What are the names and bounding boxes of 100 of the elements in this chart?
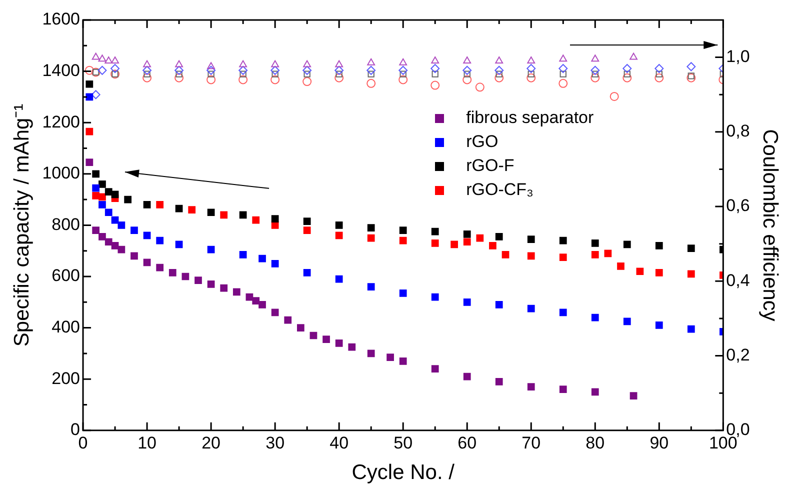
point: [604, 250, 612, 258]
point: [367, 224, 375, 232]
point: [431, 228, 439, 236]
x-axis-title: Cycle No. /: [352, 461, 455, 484]
point: [489, 242, 496, 250]
point: [687, 244, 695, 252]
point: [232, 288, 240, 296]
point: [207, 208, 215, 216]
point: [175, 240, 183, 248]
point: [111, 242, 119, 250]
point: [623, 318, 631, 326]
point: [239, 251, 247, 258]
point: [143, 232, 151, 240]
point: [258, 301, 266, 308]
point: [559, 236, 567, 244]
point: [630, 392, 638, 400]
point: [559, 254, 567, 261]
point: [98, 193, 106, 201]
point: [111, 190, 119, 198]
y-axis-title: Specific capacity / mAhg⁻¹: [10, 104, 34, 347]
point: [239, 211, 247, 219]
legend-label: fibrous separator: [466, 108, 594, 128]
point: [431, 293, 439, 301]
y2-tick-label: 0,2: [726, 345, 750, 364]
point: [527, 383, 535, 390]
point: [86, 80, 94, 88]
point: [399, 236, 407, 244]
point: [591, 388, 599, 396]
point: [335, 222, 343, 229]
point: [399, 226, 407, 234]
point: [303, 268, 311, 276]
point: [335, 275, 343, 283]
point: [367, 350, 375, 358]
point: [655, 322, 663, 329]
point: [252, 216, 260, 224]
point: [104, 238, 112, 246]
point: [156, 264, 164, 272]
point: [303, 218, 311, 226]
y-tick-label: 200: [52, 368, 80, 388]
legend-label: rGO-CF₃: [466, 180, 534, 200]
point: [92, 170, 100, 178]
y2-axis-title: Coulombic efficiency: [758, 129, 782, 322]
y-tick-label: 1600: [42, 10, 80, 29]
point: [687, 325, 695, 333]
point: [118, 222, 126, 229]
y2-tick-label: 0,8: [726, 122, 750, 141]
point: [687, 270, 695, 278]
point: [310, 332, 318, 340]
point: [367, 283, 375, 290]
y-tick-label: 0: [70, 420, 80, 440]
y-tick-label: 1000: [42, 164, 80, 183]
y-tick-label: 400: [52, 317, 80, 336]
point: [104, 208, 112, 216]
point: [655, 268, 663, 276]
point: [559, 308, 567, 316]
point: [92, 192, 100, 200]
point: [156, 201, 164, 208]
point: [399, 289, 407, 297]
point: [175, 204, 183, 212]
point: [118, 246, 126, 254]
legend-label: rGO: [466, 132, 498, 152]
point: [527, 304, 535, 312]
y-tick-label: 1400: [42, 60, 80, 80]
point: [271, 215, 279, 222]
point: [104, 188, 112, 196]
point: [111, 216, 119, 224]
point: [92, 184, 100, 192]
point: [98, 201, 106, 208]
point: [86, 158, 94, 166]
point: [143, 258, 151, 266]
point: [168, 268, 176, 276]
point: [130, 226, 138, 234]
point: [527, 252, 535, 260]
x-tick-label: 90: [650, 433, 669, 452]
y-tick-label: 800: [52, 214, 80, 234]
point: [98, 233, 106, 240]
x-tick-label: 40: [330, 433, 349, 452]
x-tick-label: 70: [522, 433, 541, 452]
point: [527, 236, 535, 243]
point: [591, 251, 599, 258]
y-tick-label: 1200: [42, 112, 80, 132]
point: [143, 201, 151, 208]
point: [450, 240, 458, 248]
x-tick-label: 10: [138, 433, 156, 452]
point: [463, 372, 471, 380]
legend-label: rGO-F: [466, 156, 514, 176]
point: [502, 251, 510, 258]
point: [495, 301, 503, 308]
y2-tick-label: 0,6: [726, 196, 750, 216]
point: [367, 234, 375, 242]
y-tick-label: 600: [52, 266, 80, 286]
point: [655, 242, 663, 250]
point: [98, 180, 106, 188]
x-tick-label: 50: [394, 433, 413, 452]
point: [86, 128, 94, 136]
x-tick-label: 80: [586, 433, 605, 452]
point: [322, 336, 330, 344]
point: [559, 386, 567, 394]
point: [399, 357, 407, 365]
point: [463, 238, 471, 246]
